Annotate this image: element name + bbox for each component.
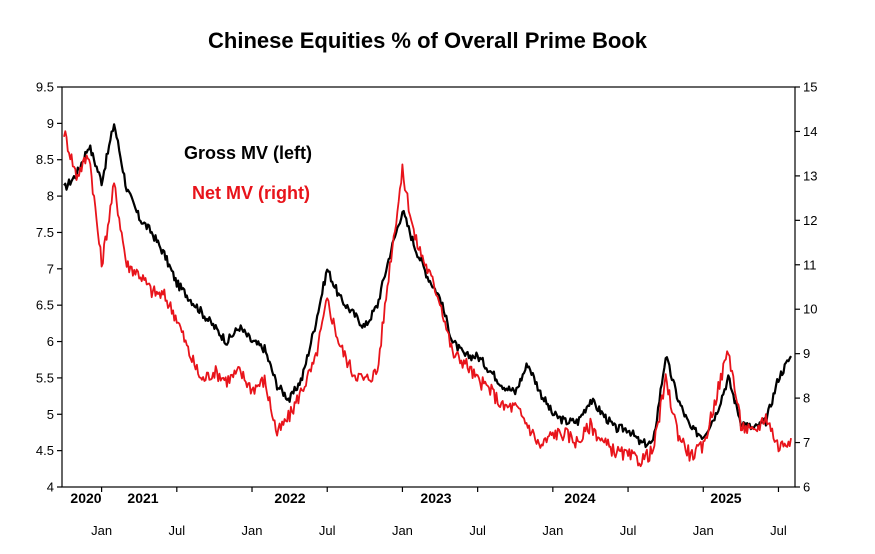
- y-right-tick-label: 15: [803, 80, 817, 95]
- x-month-label: Jul: [620, 523, 637, 538]
- x-year-label: 2024: [564, 490, 595, 506]
- y-right-tick-label: 14: [803, 124, 817, 139]
- y-right-tick-label: 13: [803, 168, 817, 183]
- x-year-label: 2023: [420, 490, 451, 506]
- y-left-tick-label: 5: [47, 407, 54, 422]
- x-year-label: 2025: [710, 490, 741, 506]
- y-right-tick-label: 10: [803, 302, 817, 317]
- legend: Gross MV (left) Net MV (right): [184, 143, 312, 203]
- y-left-tick-label: 6: [47, 334, 54, 349]
- series-gross-mv-line: [63, 123, 792, 449]
- y-left-tick-label: 8: [47, 189, 54, 204]
- y-right-tick-label: 11: [803, 257, 817, 272]
- y-right-tick-label: 12: [803, 213, 817, 228]
- y-left-tick-label: 4: [47, 480, 54, 495]
- y-left-tick-label: 8.5: [36, 152, 54, 167]
- x-month-label: Jan: [542, 523, 563, 538]
- x-month-label: Jan: [242, 523, 263, 538]
- y-right-tick-label: 7: [803, 435, 810, 450]
- y-right-tick-label: 8: [803, 391, 810, 406]
- y-right-tick-label: 9: [803, 346, 810, 361]
- y-left-tick-label: 6.5: [36, 298, 54, 313]
- x-year-label: 2021: [127, 490, 158, 506]
- series-lines: [63, 123, 792, 468]
- plot-frame: [61, 86, 796, 488]
- y-left-tick-label: 9.5: [36, 80, 54, 95]
- x-year-label: 2022: [274, 490, 305, 506]
- x-month-label: Jul: [168, 523, 185, 538]
- y-left-tick-label: 7: [47, 261, 54, 276]
- chart-title: Chinese Equities % of Overall Prime Book: [208, 28, 647, 53]
- x-month-label: Jul: [319, 523, 336, 538]
- x-year-label: 2020: [70, 490, 101, 506]
- x-month-label: Jan: [693, 523, 714, 538]
- y-right-tick-label: 6: [803, 480, 810, 495]
- y-left-tick-label: 7.5: [36, 225, 54, 240]
- legend-gross: Gross MV (left): [184, 143, 312, 163]
- x-month-label: Jan: [91, 523, 112, 538]
- legend-net: Net MV (right): [192, 183, 310, 203]
- x-month-label: Jan: [392, 523, 413, 538]
- series-net-mv-line: [63, 130, 792, 468]
- axes: 9.5 9 8.5 8 7.5 7 6.5 6 5.5 5 4.5 4 15 14 13 12 11 10 9 8 7 6…: [36, 80, 818, 539]
- y-left-tick-label: 5.5: [36, 370, 54, 385]
- y-left-tick-label: 4.5: [36, 443, 54, 458]
- x-month-label: Jul: [770, 523, 787, 538]
- x-month-label: Jul: [469, 523, 486, 538]
- y-left-tick-label: 9: [47, 116, 54, 131]
